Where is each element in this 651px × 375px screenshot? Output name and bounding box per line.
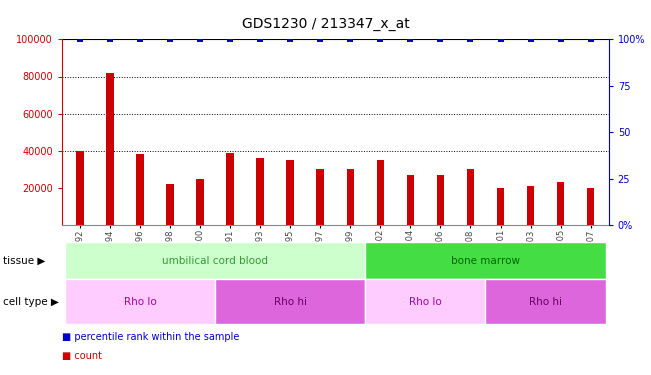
Text: GDS1230 / 213347_x_at: GDS1230 / 213347_x_at (242, 17, 409, 31)
Point (315, 36, 326, 42)
Bar (376, 160, 384, 225)
Point (436, 36, 446, 42)
Bar (227, 153, 234, 225)
Bar (136, 154, 144, 225)
Point (345, 36, 355, 42)
Text: Rho lo: Rho lo (409, 297, 442, 307)
Bar (346, 170, 354, 225)
Text: cell type ▶: cell type ▶ (3, 297, 59, 307)
Point (195, 36, 205, 42)
Bar (256, 158, 264, 225)
Bar (527, 186, 534, 225)
Text: Rho hi: Rho hi (529, 297, 562, 307)
Point (105, 36, 115, 42)
Text: Rho lo: Rho lo (124, 297, 156, 307)
Bar (467, 170, 474, 225)
Text: umbilical cord blood: umbilical cord blood (162, 256, 268, 266)
Text: ■ percentile rank within the sample: ■ percentile rank within the sample (62, 333, 239, 342)
Point (255, 36, 266, 42)
Point (375, 36, 385, 42)
Point (585, 36, 596, 42)
Bar (166, 184, 174, 225)
Point (555, 36, 566, 42)
Text: Rho hi: Rho hi (273, 297, 307, 307)
Text: ■ count: ■ count (62, 351, 102, 361)
Point (165, 36, 175, 42)
Bar (197, 178, 204, 225)
Bar (316, 170, 324, 225)
Point (135, 36, 145, 42)
Point (495, 36, 506, 42)
Point (465, 36, 476, 42)
Point (405, 36, 415, 42)
Point (285, 36, 296, 42)
Text: tissue ▶: tissue ▶ (3, 256, 46, 266)
Bar (407, 175, 414, 225)
Point (525, 36, 536, 42)
Bar (587, 188, 594, 225)
Bar (286, 160, 294, 225)
Point (225, 36, 235, 42)
Bar (106, 73, 114, 225)
Bar (437, 175, 444, 225)
Text: bone marrow: bone marrow (451, 256, 520, 266)
Bar (557, 182, 564, 225)
Bar (497, 188, 505, 225)
Bar (76, 151, 83, 225)
Point (75, 36, 85, 42)
